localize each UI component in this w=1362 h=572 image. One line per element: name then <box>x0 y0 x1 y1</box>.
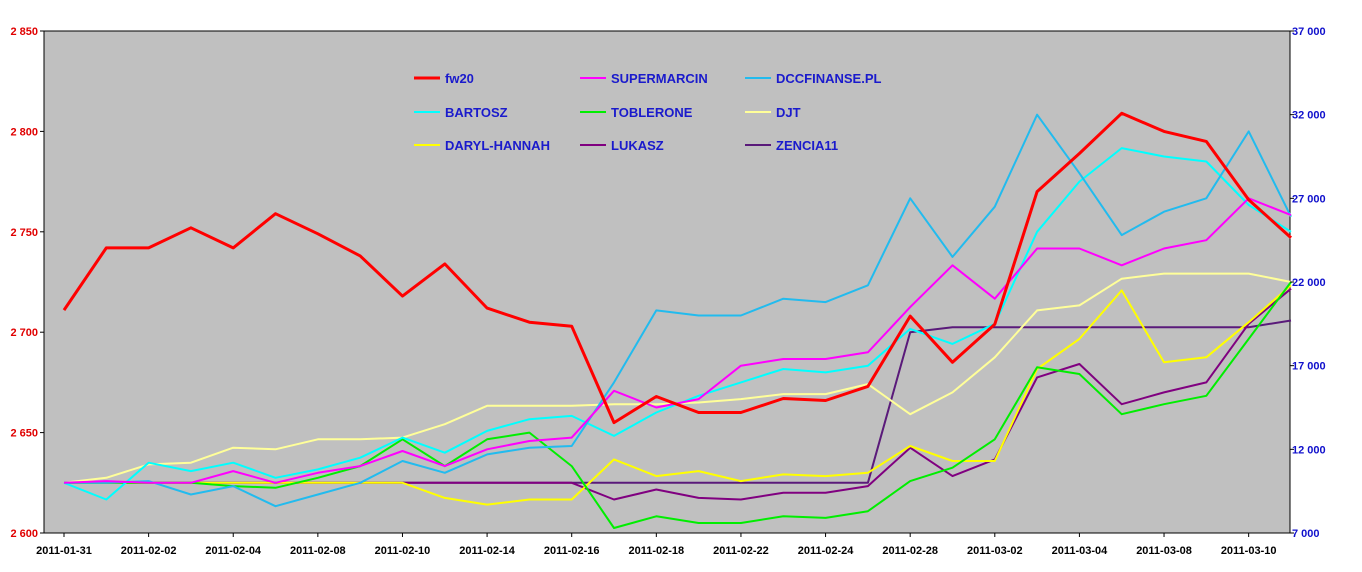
series-line-fw20 <box>62 111 1293 425</box>
x-tick-label: 2011-03-04 <box>1052 545 1109 557</box>
series-line-toblerone <box>64 281 1292 529</box>
legend-label: SUPERMARCIN <box>611 71 708 86</box>
x-tick-label: 2011-02-04 <box>205 545 262 557</box>
x-axis: 2011-01-31 2011-02-02 2011-02-04 2011-02-08… <box>36 533 1276 557</box>
y-right-tick-label: 32 000 <box>1292 110 1326 122</box>
x-tick-label: 2011-02-10 <box>375 545 431 557</box>
y-left-tick-label: 2 800 <box>10 126 38 138</box>
x-tick-label: 2011-02-02 <box>121 545 177 557</box>
y-left-tick-label: 2 850 <box>10 26 38 38</box>
y-left-tick-label: 2 600 <box>10 528 38 540</box>
legend-label: TOBLERONE <box>611 105 693 120</box>
x-tick-label: 2011-03-02 <box>967 545 1023 557</box>
x-tick-label: 2011-02-16 <box>544 545 600 557</box>
legend-label: DJT <box>776 105 801 120</box>
y-axis-left: 2 600 2 650 2 700 2 750 2 800 2 850 <box>10 26 44 540</box>
legend-label: DARYL-HANNAH <box>445 138 550 153</box>
y-left-tick-label: 2 650 <box>10 428 38 440</box>
x-tick-label: 2011-02-08 <box>290 545 346 557</box>
series-lines <box>62 111 1293 529</box>
x-tick-label: 2011-02-18 <box>628 545 684 557</box>
series-line-daryl-hannah <box>64 284 1292 506</box>
y-right-tick-label: 27 000 <box>1292 193 1326 205</box>
legend-label: fw20 <box>445 71 474 86</box>
y-right-tick-label: 12 000 <box>1292 444 1326 456</box>
y-axis-right: 7 000 12 000 17 000 22 000 27 000 32 000 37 00… <box>1290 26 1326 540</box>
x-tick-label: 2011-03-08 <box>1136 545 1192 557</box>
y-left-tick-label: 2 700 <box>10 327 38 339</box>
x-tick-label: 2011-02-14 <box>459 545 516 557</box>
legend-label: BARTOSZ <box>445 105 508 120</box>
y-left-tick-label: 2 750 <box>10 227 38 239</box>
y-right-tick-label: 22 000 <box>1292 277 1326 289</box>
x-tick-label: 2011-02-28 <box>882 545 938 557</box>
x-tick-label: 2011-01-31 <box>36 545 92 557</box>
y-right-tick-label: 17 000 <box>1292 361 1326 373</box>
legend: fw20 SUPERMARCIN DCCFINANSE.PL BARTOSZ TOBLE… <box>414 71 882 153</box>
x-tick-label: 2011-03-10 <box>1221 545 1277 557</box>
series-line-dccfinanse-pl <box>64 113 1292 508</box>
y-right-tick-label: 7 000 <box>1292 528 1320 540</box>
x-tick-label: 2011-02-24 <box>798 545 855 557</box>
y-right-tick-label: 37 000 <box>1292 26 1326 38</box>
legend-label: LUKASZ <box>611 138 664 153</box>
x-tick-label: 2011-02-22 <box>713 545 769 557</box>
legend-label: ZENCIA11 <box>776 138 838 153</box>
legend-label: DCCFINANSE.PL <box>776 71 882 86</box>
